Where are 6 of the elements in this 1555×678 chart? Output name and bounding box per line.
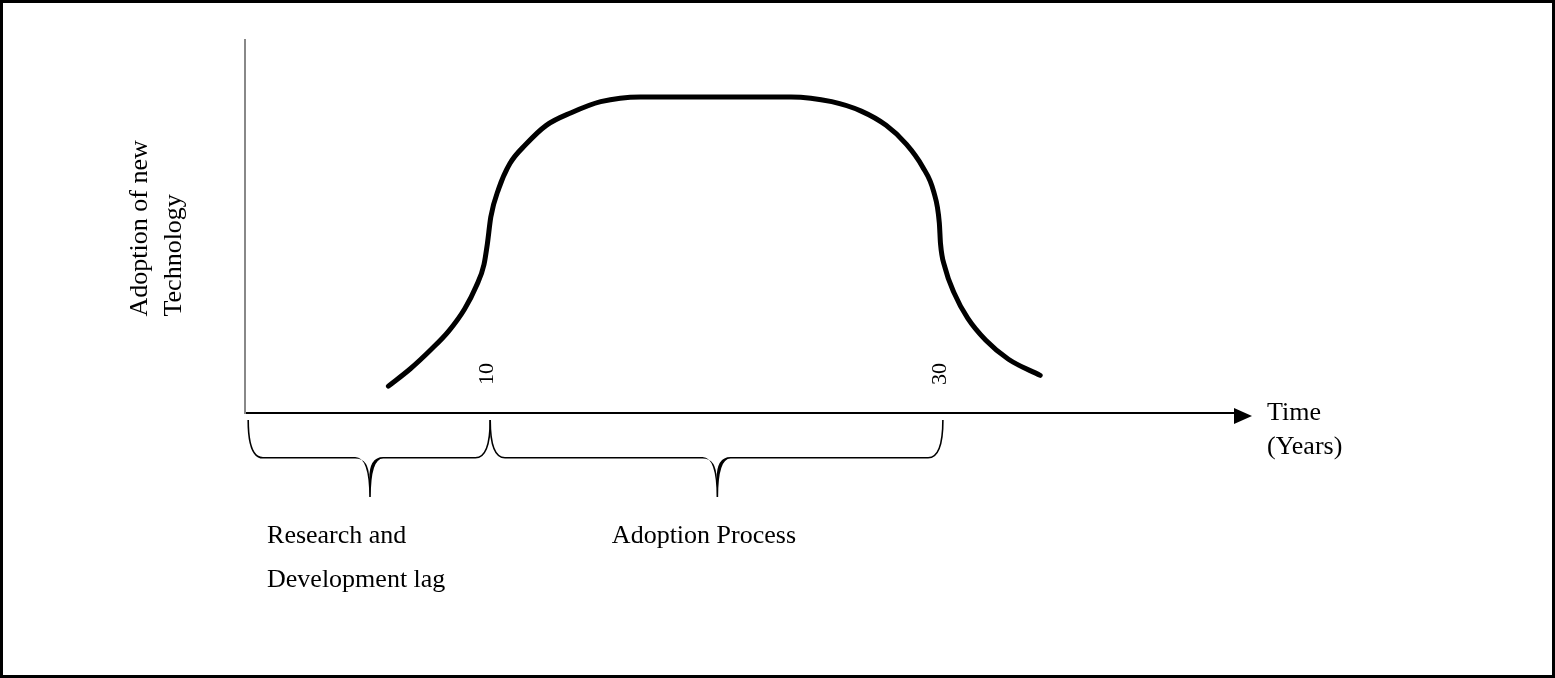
y-axis-title: Adoption of new Technology: [123, 140, 187, 317]
x-tick-label: 30: [926, 363, 952, 385]
x-axis-title: Time (Years): [1267, 396, 1343, 460]
text: Research and Development lag: [267, 519, 446, 593]
x-tick-label: 10: [473, 363, 499, 385]
text: Adoption Process: [611, 519, 797, 549]
